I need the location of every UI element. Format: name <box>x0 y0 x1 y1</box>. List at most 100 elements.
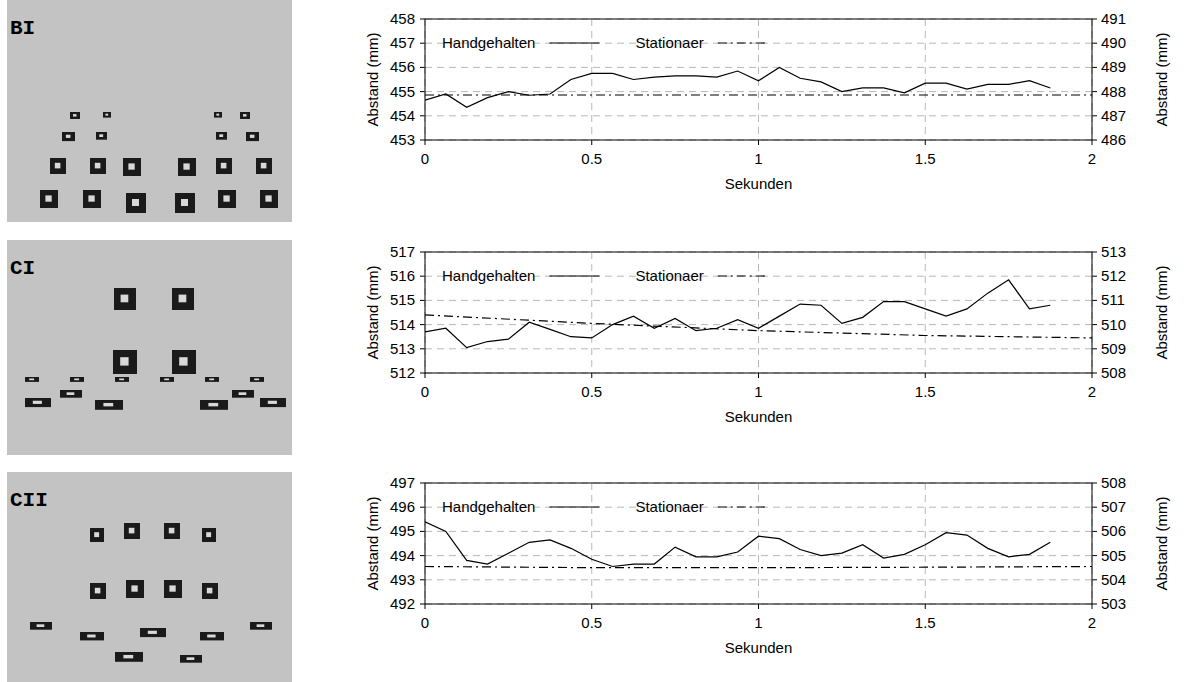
tick-label: 1 <box>754 383 762 400</box>
marker-pattern <box>169 528 175 534</box>
marker-pattern <box>261 163 267 169</box>
axis-title: Abstand (mm) <box>364 32 381 126</box>
marker-tile <box>160 377 174 382</box>
grid-line <box>925 252 926 373</box>
tick-label: 0 <box>421 383 429 400</box>
marker-pattern <box>265 195 271 201</box>
tick <box>420 300 425 301</box>
tick <box>1092 373 1097 374</box>
marker-pattern <box>268 401 277 404</box>
tick-label: 514 <box>390 316 415 333</box>
scene-image <box>7 472 292 682</box>
marker-tile <box>240 112 250 119</box>
data-lines <box>425 67 1092 107</box>
axis-title: Sekunden <box>725 408 793 425</box>
tick <box>1092 348 1097 349</box>
marker-pattern <box>121 295 129 303</box>
marker-tile <box>80 632 104 640</box>
tick <box>591 373 592 378</box>
marker-pattern <box>103 403 113 406</box>
frame <box>425 19 1092 140</box>
marker-pattern <box>123 655 133 658</box>
scene-background <box>7 472 292 682</box>
tick <box>420 604 425 605</box>
tick-label: 2 <box>1088 150 1096 167</box>
tick <box>420 507 425 508</box>
marker-tile <box>180 655 202 663</box>
tick <box>420 140 425 141</box>
marker-tile <box>205 377 219 382</box>
tick <box>420 579 425 580</box>
scene-image <box>7 240 292 455</box>
frame <box>425 483 1092 604</box>
tick-label: 490 <box>1101 34 1126 51</box>
marker-pattern <box>179 357 187 365</box>
tick <box>1092 140 1093 145</box>
tick <box>420 19 425 20</box>
tick <box>420 555 425 556</box>
tick-label: 491 <box>1101 10 1126 27</box>
marker-pattern <box>94 532 99 537</box>
plot-background <box>425 19 1092 140</box>
legend-swatch <box>718 275 768 276</box>
marker-tile <box>214 112 222 118</box>
tick <box>1092 324 1097 325</box>
tick <box>420 276 425 277</box>
marker-pattern <box>99 134 103 137</box>
marker-pattern <box>88 195 94 201</box>
tick <box>925 604 926 609</box>
marker-tile <box>250 377 264 382</box>
series-line <box>425 566 1092 567</box>
marker-tile <box>202 583 218 599</box>
tick-label: 503 <box>1101 595 1126 612</box>
panel-label: CI <box>10 257 35 280</box>
axis-title: Abstand (mm) <box>1153 32 1170 126</box>
tick <box>1092 67 1097 68</box>
marker-tile <box>50 158 66 174</box>
marker-tile <box>90 528 104 542</box>
marker-pattern <box>132 199 139 206</box>
tick <box>1092 604 1093 609</box>
tick-label: 457 <box>390 34 415 51</box>
panel-label: CII <box>10 489 48 512</box>
marker-pattern <box>239 392 247 395</box>
tick <box>925 373 926 378</box>
tick <box>1092 579 1097 580</box>
marker-tile <box>95 400 123 410</box>
marker-tile <box>113 350 137 374</box>
tick <box>1092 531 1097 532</box>
marker-tile <box>83 190 101 208</box>
tick <box>1092 140 1097 141</box>
marker-pattern <box>37 624 45 627</box>
tick-label: 512 <box>390 364 415 381</box>
tick <box>420 115 425 116</box>
grid-line <box>758 19 759 140</box>
marker-tile <box>256 158 272 174</box>
tick-label: 456 <box>390 58 415 75</box>
marker-tile <box>175 193 195 213</box>
tick-label: 453 <box>390 131 415 148</box>
marker-tile <box>246 132 259 141</box>
tick-label: 458 <box>390 10 415 27</box>
axis-title: Abstand (mm) <box>364 496 381 590</box>
marker-tile <box>216 132 227 140</box>
tick-label: 1 <box>754 150 762 167</box>
marker-pattern <box>219 134 223 137</box>
legend-swatch <box>549 275 599 276</box>
plot-background <box>425 252 1092 373</box>
marker-tile <box>172 350 196 374</box>
tick-label: 512 <box>1101 267 1126 284</box>
tick <box>1092 483 1097 484</box>
tick <box>1092 300 1097 301</box>
marker-pattern <box>181 199 188 206</box>
tick-label: 0.5 <box>581 614 602 631</box>
legend-label: Stationaer <box>635 34 703 51</box>
tick-label: 505 <box>1101 547 1126 564</box>
marker-pattern <box>179 295 187 303</box>
marker-pattern <box>55 163 61 169</box>
tick <box>425 140 426 145</box>
plot: 51251351451551651750850951051151251300.5… <box>364 243 1170 425</box>
marker-pattern <box>128 163 134 169</box>
tick <box>425 604 426 609</box>
marker-pattern <box>148 631 157 634</box>
